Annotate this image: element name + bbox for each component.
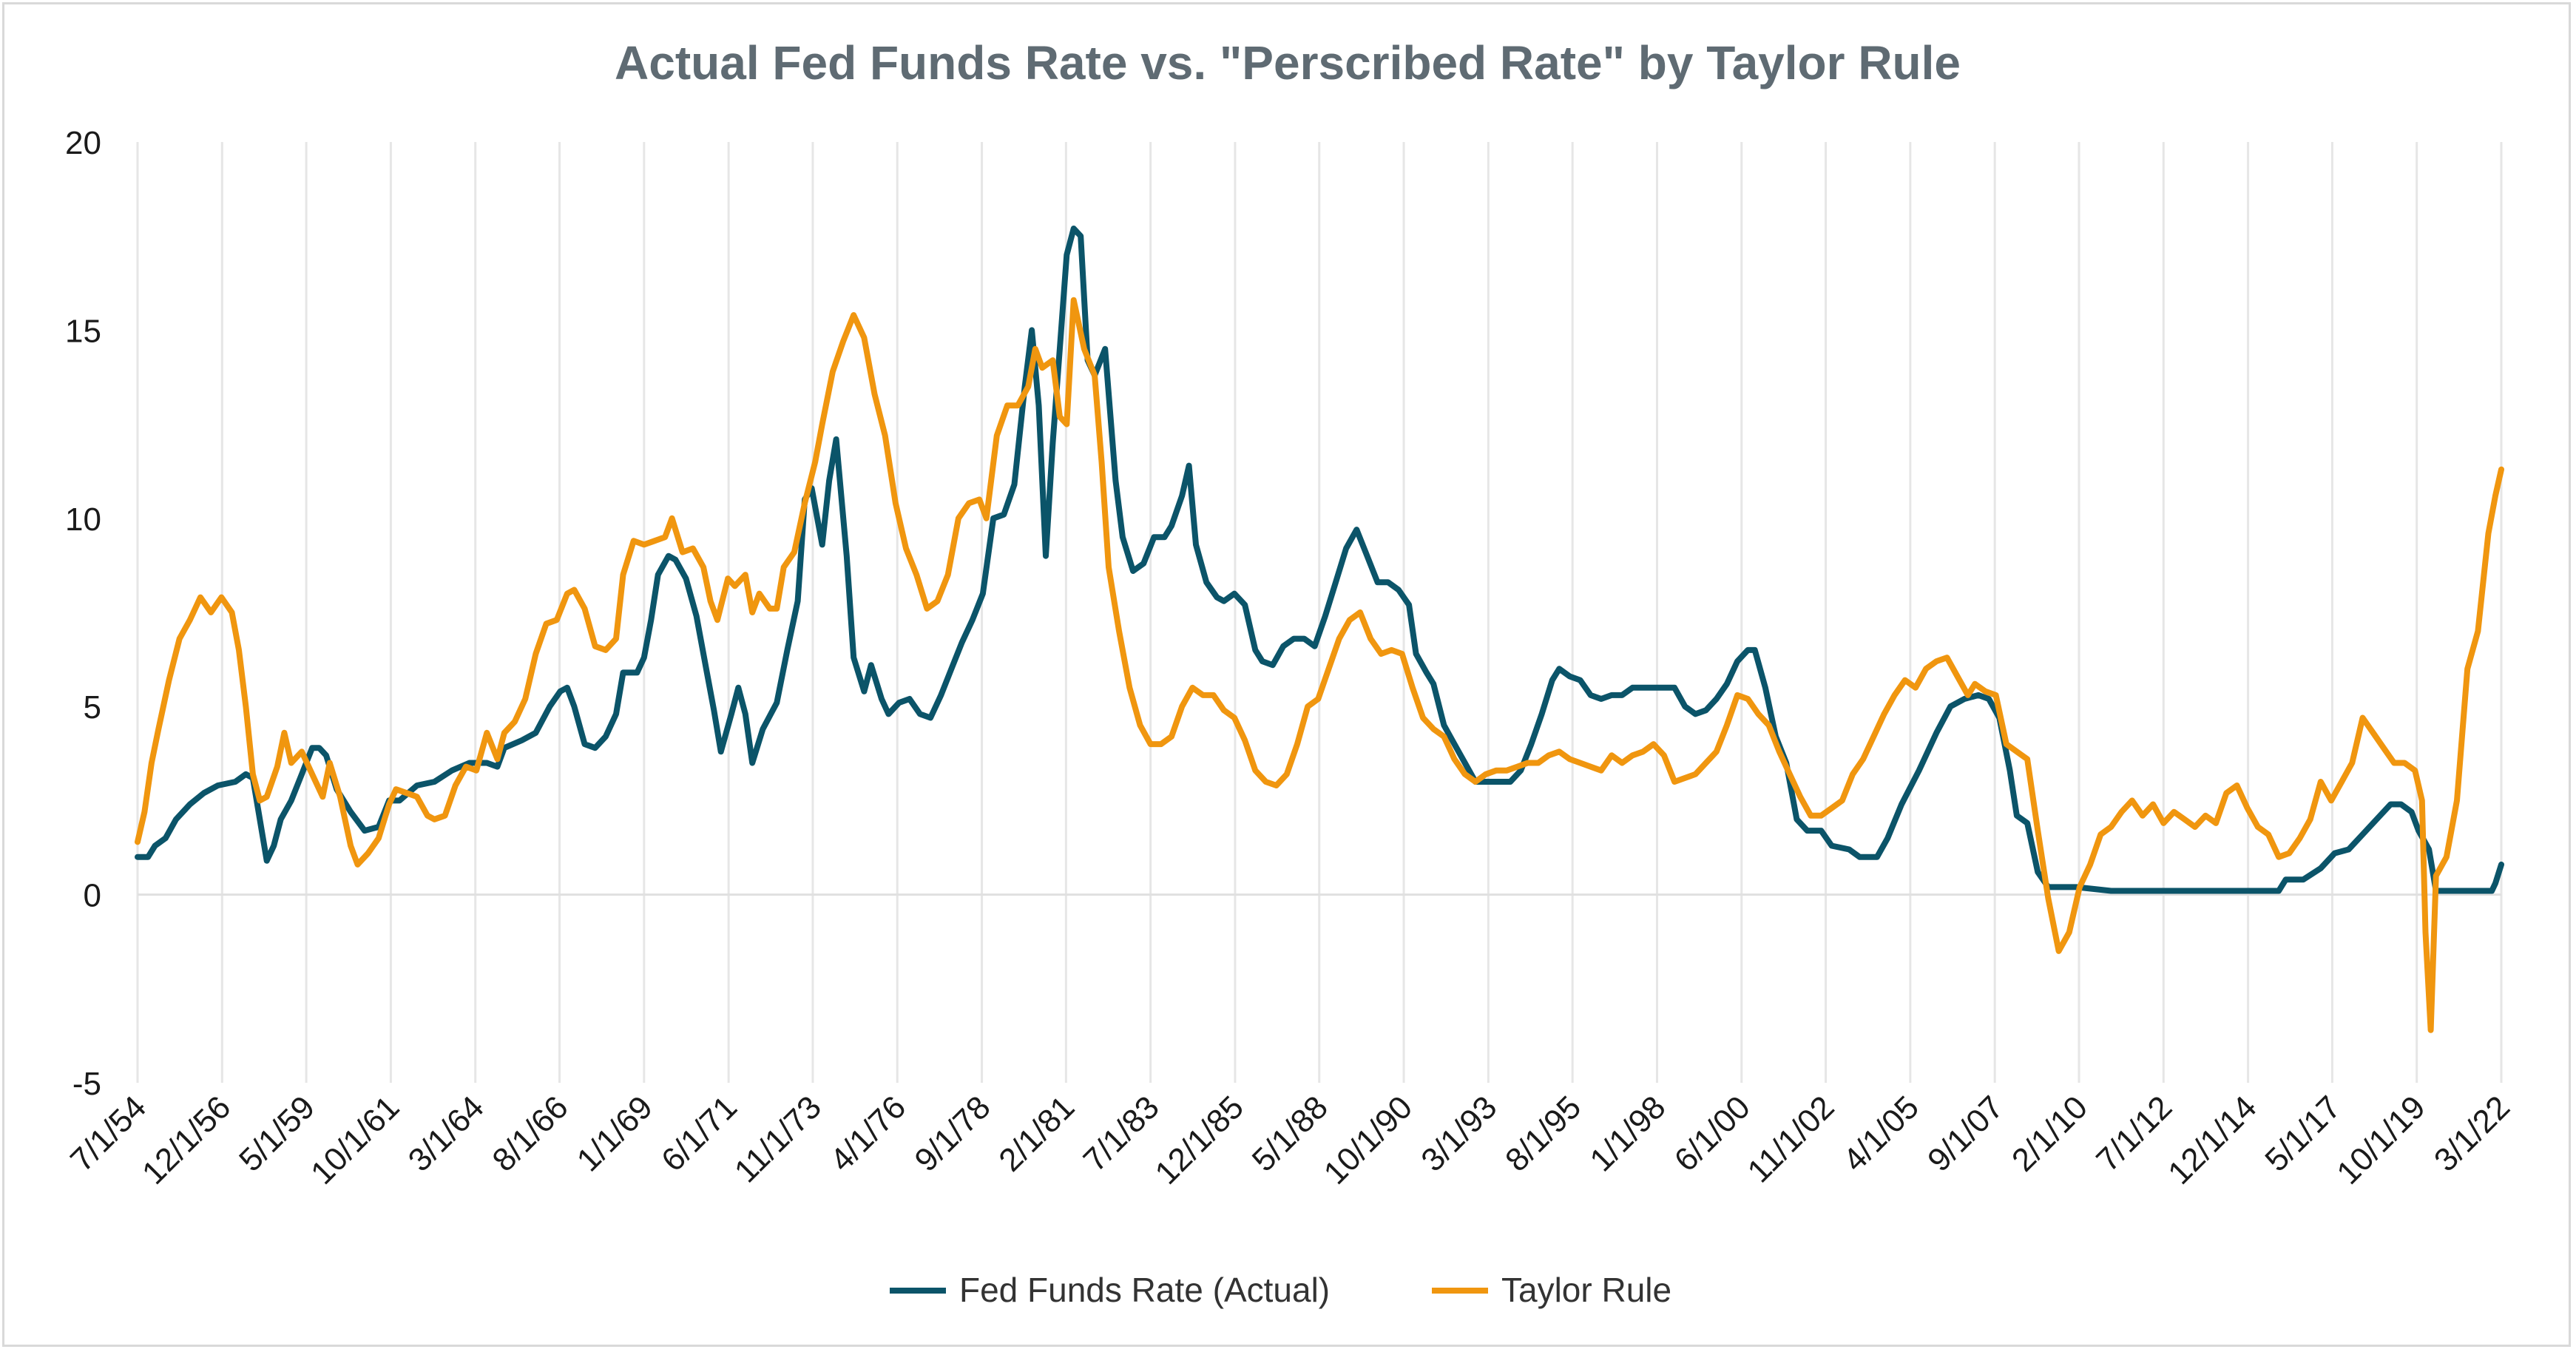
series-line-taylor-rule <box>135 297 2504 1033</box>
series <box>135 226 2504 1033</box>
x-tick-label: 3/1/93 <box>1414 1089 1504 1178</box>
x-tick-label: 8/1/95 <box>1498 1089 1588 1178</box>
x-tick-label: 8/1/66 <box>485 1089 575 1178</box>
x-tick-label: 9/1/07 <box>1921 1089 2010 1178</box>
y-tick-label: 10 <box>65 501 101 538</box>
y-tick-label: 0 <box>84 878 101 914</box>
chart-title: Actual Fed Funds Rate vs. "Perscribed Ra… <box>615 36 1961 89</box>
x-axis: 7/1/5412/1/565/1/5910/1/613/1/648/1/661/… <box>64 1089 2517 1191</box>
x-tick-label: 12/1/85 <box>1149 1089 1251 1191</box>
x-tick-label: 11/1/02 <box>1741 1089 1842 1189</box>
x-tick-label: 10/1/90 <box>1317 1089 1419 1191</box>
grid <box>136 142 2503 1083</box>
y-tick-label: 20 <box>65 125 101 161</box>
x-tick-label: 2/1/81 <box>992 1089 1081 1178</box>
x-tick-label: 1/1/69 <box>570 1089 660 1178</box>
x-tick-label: 12/1/56 <box>135 1089 237 1191</box>
x-tick-label: 3/1/64 <box>402 1089 491 1178</box>
legend: Fed Funds Rate (Actual) Taylor Rule <box>890 1271 1671 1309</box>
x-tick-label: 4/1/76 <box>823 1089 913 1178</box>
legend-label-taylor-rule: Taylor Rule <box>1501 1271 1671 1309</box>
x-tick-label: 1/1/98 <box>1583 1089 1672 1178</box>
y-tick-label: -5 <box>72 1066 101 1102</box>
x-tick-label: 10/1/19 <box>2330 1089 2432 1191</box>
x-tick-label: 11/1/73 <box>728 1089 828 1189</box>
x-tick-label: 10/1/61 <box>304 1089 406 1191</box>
x-tick-label: 12/1/14 <box>2161 1089 2263 1191</box>
x-tick-label: 4/1/05 <box>1836 1089 1926 1178</box>
x-tick-label: 9/1/78 <box>907 1089 997 1178</box>
series-line-fed-funds <box>135 226 2504 894</box>
y-tick-label: 15 <box>65 313 101 349</box>
x-tick-label: 3/1/22 <box>2427 1089 2517 1178</box>
y-axis: 20 15 10 5 0 -5 <box>65 125 101 1102</box>
legend-label-fed-funds: Fed Funds Rate (Actual) <box>959 1271 1330 1309</box>
x-tick-label: 2/1/10 <box>2005 1089 2095 1178</box>
y-tick-label: 5 <box>84 689 101 726</box>
